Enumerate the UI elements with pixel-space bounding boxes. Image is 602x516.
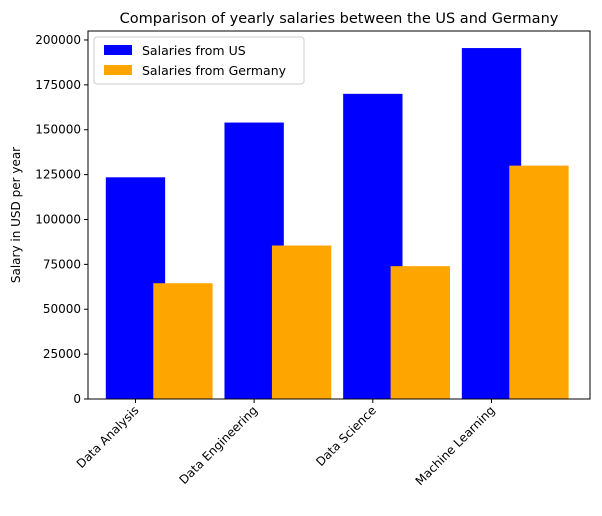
plot-frame	[87, 30, 591, 400]
x-axis: Data Analysis Data Engineering Data Scienc…	[74, 399, 498, 488]
chart-title: Comparison of yearly salaries between th…	[120, 11, 559, 27]
y-tick-label: 125000	[35, 168, 81, 182]
x-tick-label: Data Analysis	[74, 403, 142, 471]
y-tick-label: 175000	[35, 78, 81, 92]
x-tick-label: Machine Learning	[413, 403, 498, 488]
legend-swatch	[104, 65, 132, 75]
legend: Salaries from US Salaries from Germany	[93, 36, 305, 85]
bars-group	[105, 48, 569, 400]
x-tick-label: Data Science	[313, 403, 379, 469]
x-tick-label: Data Engineering	[176, 403, 260, 487]
y-tick-label: 75000	[43, 257, 81, 271]
legend-box	[93, 36, 305, 85]
y-axis: 0 25000 50000 75000 100000 125000 150000 175000…	[35, 33, 88, 406]
y-tick-label: 150000	[35, 123, 81, 137]
bar-germany-3	[509, 165, 569, 399]
y-tick-label: 50000	[43, 302, 81, 316]
legend-swatch	[104, 45, 132, 55]
y-tick-label: 200000	[35, 33, 81, 47]
bar-germany-0	[153, 283, 213, 399]
bar-germany-1	[271, 245, 332, 399]
bar-germany-2	[390, 266, 450, 399]
y-tick-label: 100000	[35, 212, 81, 226]
legend-label: Salaries from Germany	[142, 63, 287, 78]
y-tick-label: 0	[73, 392, 81, 406]
y-axis-label: Salary in USD per year	[9, 147, 23, 283]
legend-label: Salaries from US	[142, 43, 246, 58]
y-tick-label: 25000	[43, 347, 81, 361]
